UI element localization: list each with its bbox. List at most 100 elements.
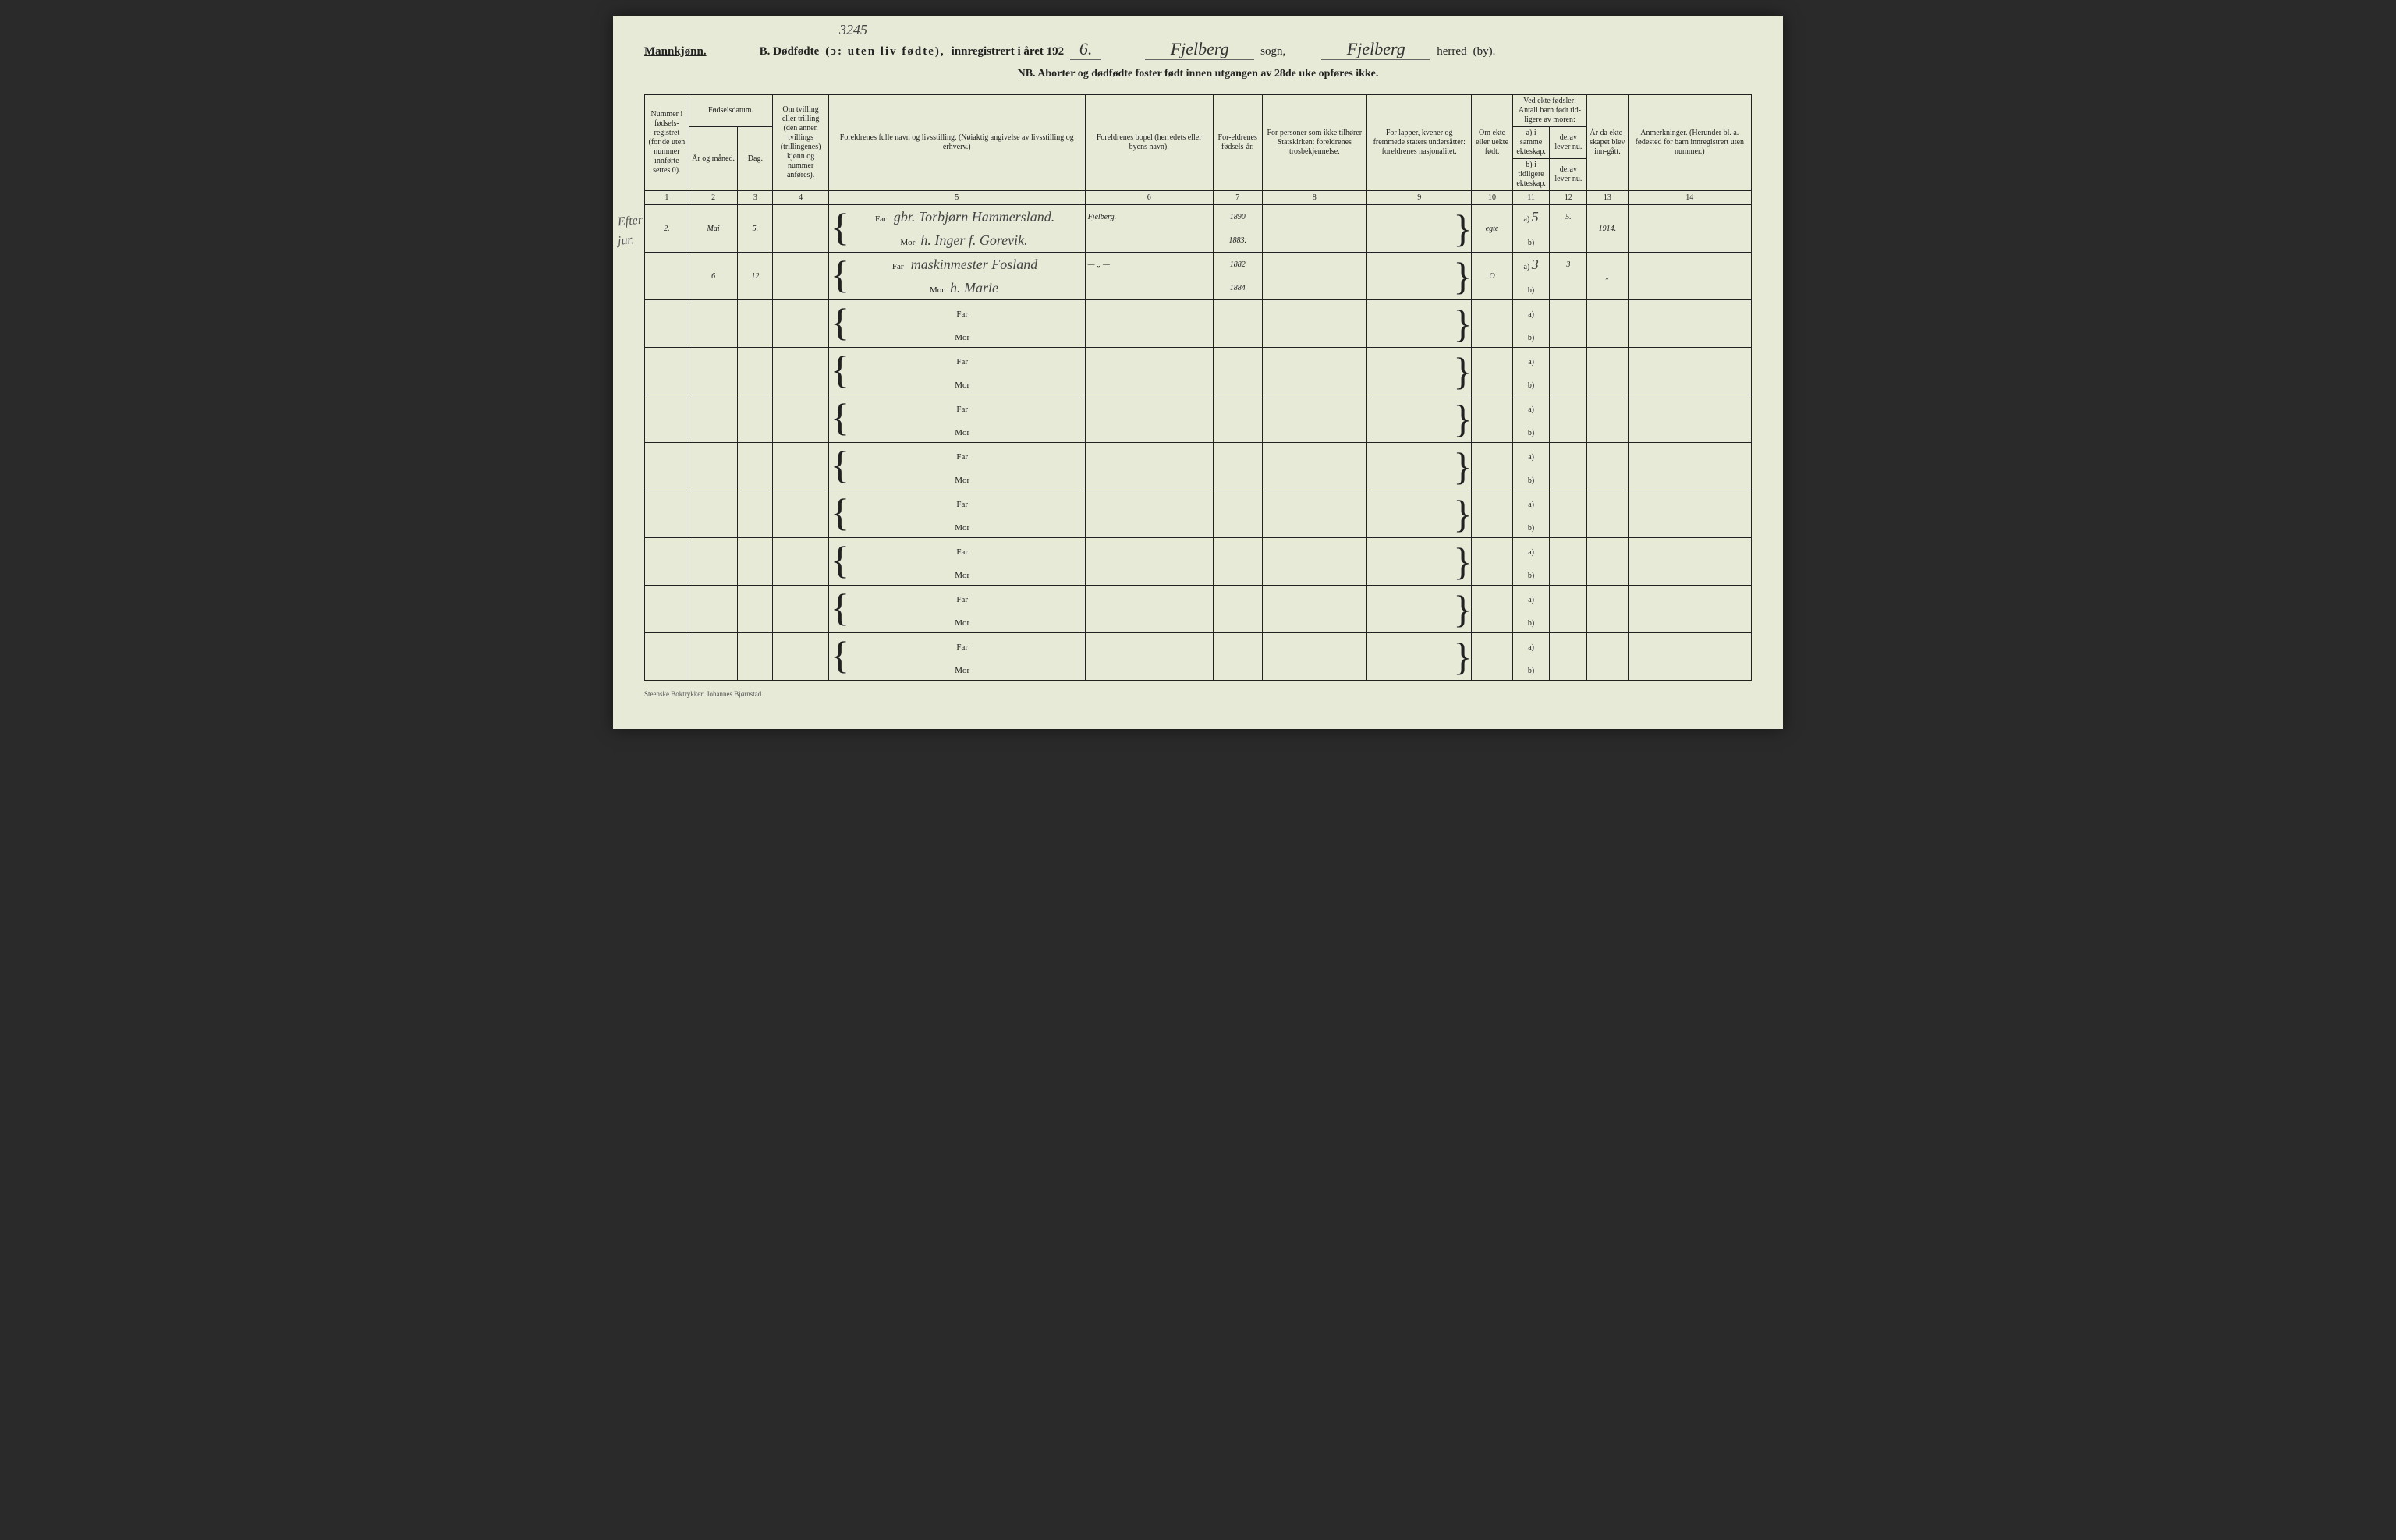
cell-aar-ekt: „ [1587,253,1628,300]
mor-label: Mor [952,666,973,675]
cell-num [645,633,689,681]
table-row: {Far }a) [645,490,1752,515]
cell-a: a) [1512,633,1550,657]
brace-close-icon: } [1453,492,1472,536]
colnum-11: 11 [1512,191,1550,205]
cell-bopel [1085,348,1213,372]
brace-close-icon: } [1453,207,1472,250]
register-table: Nummer i fødsels-registret (for de uten … [644,94,1752,681]
brace-close-icon: } [1453,254,1472,298]
cell-tvilling [773,490,829,538]
brace-icon: { [831,300,849,324]
brace-close-icon: } [1453,397,1472,441]
cell-mor-aar [1213,419,1262,443]
cell-bopel [1085,300,1213,324]
cell-c8 [1262,538,1366,586]
far-name: maskinmester Fosland [911,257,1037,272]
table-row: {Far }a) [645,443,1752,467]
cell-mor: Mor [828,324,1085,348]
far-label: Far [952,547,973,557]
brace-icon: { [831,586,849,609]
colnum-6: 6 [1085,191,1213,205]
cell-bopel: — „ — [1085,253,1213,277]
far-label: Far [870,214,891,224]
cell-far: {Far [828,633,1085,657]
col-11a-header: a) i samme ekteskap. [1512,127,1550,159]
cell-aar-ekt [1587,538,1628,586]
cell-mor-aar: 1883. [1213,228,1262,253]
cell-bopel-2 [1085,561,1213,586]
cell-a-lever [1550,348,1587,372]
cell-far-aar [1213,300,1262,324]
cell-bopel-2 [1085,228,1213,253]
col-14-header: Anmerkninger. (Herunder bl. a. fødested … [1628,95,1751,191]
cell-bopel [1085,395,1213,420]
far-label: Far [952,357,973,366]
cell-dag [738,300,773,348]
cell-a: a) [1512,586,1550,610]
cell-bopel [1085,633,1213,657]
sogn-value: Fjelberg [1145,39,1254,60]
cell-anm [1628,538,1751,586]
cell-num [645,253,689,300]
cell-dag [738,348,773,395]
cell-mor: Mor [828,466,1085,490]
cell-c9: } [1367,443,1472,490]
cell-c8 [1262,395,1366,443]
by-struck: (by). [1473,45,1496,58]
col-5-header: Foreldrenes fulle navn og livsstilling. … [828,95,1085,191]
cell-mor: Mor h. Inger f. Gorevik. [828,228,1085,253]
table-body: 2.Mai5.{Far gbr. Torbjørn Hammersland.Fj… [645,205,1752,681]
cell-mor: Mor [828,609,1085,633]
cell-far-aar [1213,538,1262,562]
mor-name: h. Marie [950,280,998,296]
cell-dag [738,490,773,538]
col-9-header: For lapper, kvener og fremmede staters u… [1367,95,1472,191]
cell-dag: 5. [738,205,773,253]
a-val: 3 [1532,257,1539,272]
cell-anm [1628,443,1751,490]
cell-aar-ekt [1587,443,1628,490]
sogn-label: sogn, [1260,45,1285,58]
brace-close-icon: } [1453,349,1472,393]
cell-far: {Far [828,538,1085,562]
cell-num [645,348,689,395]
cell-dag: 12 [738,253,773,300]
col-3-header: Dag. [738,127,773,191]
mor-label: Mor [897,238,919,247]
a-val: 5 [1532,209,1539,225]
cell-b-lever [1550,561,1587,586]
cell-b: b) [1512,276,1550,300]
cell-b: b) [1512,657,1550,681]
cell-far-aar [1213,348,1262,372]
colnum-10: 10 [1472,191,1512,205]
far-label: Far [952,310,973,319]
cell-ekte [1472,300,1512,348]
cell-ekte [1472,490,1512,538]
subtitle-paren: (ↄ: uten liv fødte), [825,45,945,58]
col-10-header: Om ekte eller uekte født. [1472,95,1512,191]
cell-bopel [1085,443,1213,467]
col-6-header: Foreldrenes bopel (herredets eller byens… [1085,95,1213,191]
far-name: gbr. Torbjørn Hammersland. [894,209,1054,225]
cell-aar-ekt [1587,633,1628,681]
brace-icon: { [831,205,849,228]
col-8-header: For personer som ikke tilhører Statskirk… [1262,95,1366,191]
colnum-4: 4 [773,191,829,205]
cell-anm [1628,490,1751,538]
colnum-8: 8 [1262,191,1366,205]
cell-maaned: 6 [689,253,738,300]
cell-b-lever [1550,466,1587,490]
table-row: {Far }a) [645,395,1752,420]
cell-far-aar [1213,633,1262,657]
mor-label: Mor [952,476,973,485]
cell-bopel-2 [1085,657,1213,681]
col-1-header: Nummer i fødsels-registret (for de uten … [645,95,689,191]
cell-bopel-2 [1085,324,1213,348]
margin-note-1: Efter [617,214,643,230]
cell-far-aar [1213,395,1262,420]
cell-num [645,538,689,586]
cell-far: {Far [828,443,1085,467]
cell-b-lever [1550,324,1587,348]
cell-mor: Mor [828,514,1085,538]
